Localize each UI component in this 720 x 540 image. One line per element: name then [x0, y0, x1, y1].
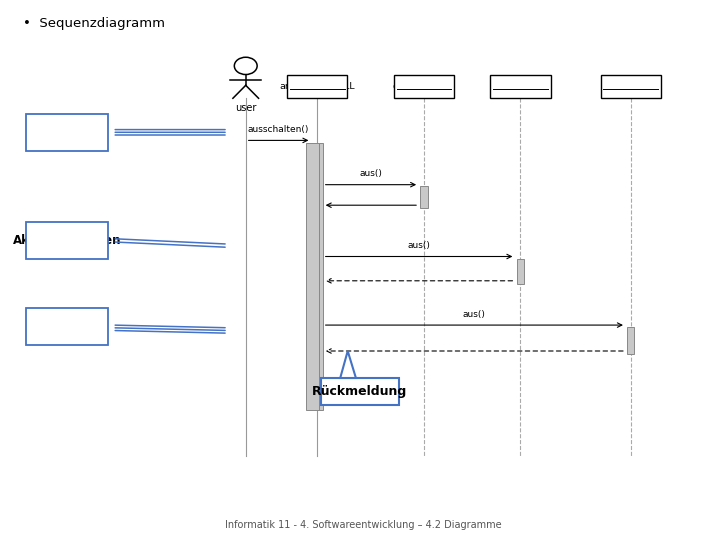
Text: •  Sequenzdiagramm: • Sequenzdiagramm: [22, 17, 164, 30]
Text: user: user: [235, 103, 256, 113]
Bar: [27, 114, 109, 151]
Bar: [320, 378, 399, 405]
Polygon shape: [341, 351, 356, 378]
Bar: [394, 75, 454, 98]
Text: aus(): aus(): [359, 169, 382, 178]
Text: Aktivitätsbalken: Aktivitätsbalken: [13, 234, 122, 247]
Bar: [600, 75, 661, 98]
Text: beteiligte
Objekte: beteiligte Objekte: [35, 118, 99, 147]
Bar: [319, 143, 323, 410]
Text: Informatik 11 - 4. Softwareentwicklung – 4.2 Diagramme: Informatik 11 - 4. Softwareentwicklung –…: [225, 520, 502, 530]
Bar: [517, 259, 524, 284]
Bar: [420, 186, 428, 208]
Text: Rückmeldung: Rückmeldung: [312, 385, 408, 398]
Text: ampel1:AMPELL: ampel1:AMPELL: [279, 82, 355, 91]
Text: aus(): aus(): [463, 309, 486, 319]
Bar: [27, 308, 109, 345]
Text: rot:LAMPE: rot:LAMPE: [607, 82, 655, 91]
Text: Botschaft: Botschaft: [35, 320, 99, 333]
Bar: [627, 327, 634, 354]
Text: gruen:LAMPE: gruen:LAMPE: [392, 82, 456, 91]
Bar: [490, 75, 551, 98]
Bar: [306, 143, 319, 410]
Bar: [27, 222, 109, 259]
Text: gelb:LAMPE: gelb:LAMPE: [492, 82, 548, 91]
Text: aus(): aus(): [408, 241, 431, 250]
Bar: [287, 75, 347, 98]
Text: ausschalten(): ausschalten(): [248, 125, 309, 134]
